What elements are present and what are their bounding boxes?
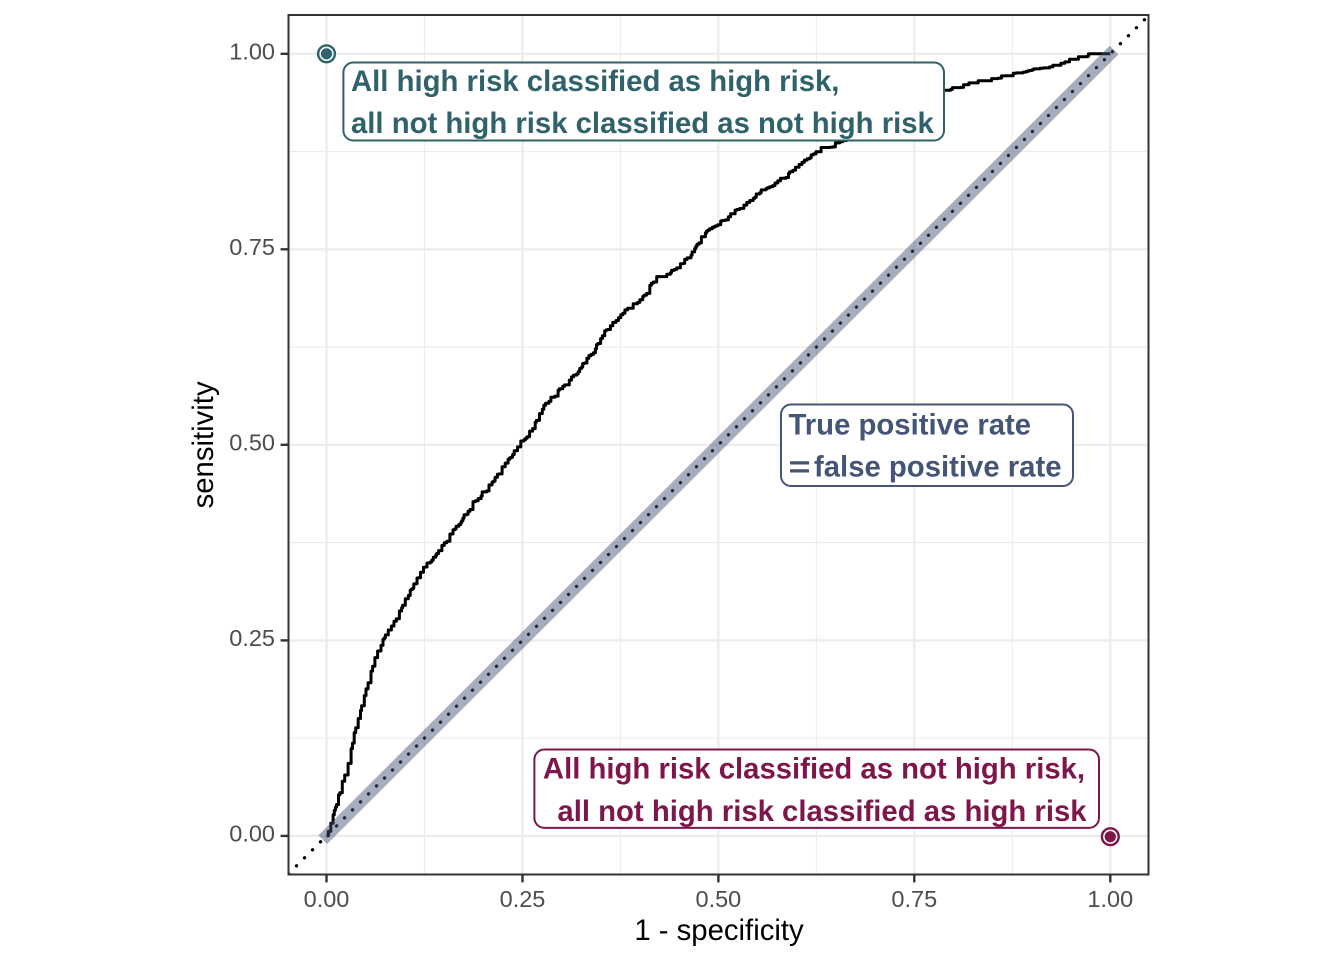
svg-text:1 - specificity: 1 - specificity xyxy=(634,914,804,947)
svg-text:0.25: 0.25 xyxy=(500,886,546,912)
svg-text:0.50: 0.50 xyxy=(229,430,275,456)
svg-text:1.00: 1.00 xyxy=(1087,886,1133,912)
svg-text:0.75: 0.75 xyxy=(229,234,275,260)
svg-text:True positive rate: True positive rate xyxy=(789,408,1032,441)
svg-text:all not high risk classified a: all not high risk classified as high ris… xyxy=(557,795,1087,828)
svg-text:all not high risk classified a: all not high risk classified as not high… xyxy=(351,107,935,140)
svg-text:false positive rate: false positive rate xyxy=(814,451,1062,484)
svg-text:0.00: 0.00 xyxy=(229,821,275,847)
svg-text:0.75: 0.75 xyxy=(891,886,937,912)
svg-text:All high risk classified as hi: All high risk classified as high risk, xyxy=(351,65,839,98)
svg-text:0.50: 0.50 xyxy=(696,886,742,912)
svg-text:=: = xyxy=(789,451,811,484)
svg-text:sensitivity: sensitivity xyxy=(187,381,220,508)
svg-text:0.00: 0.00 xyxy=(304,886,350,912)
svg-text:All high risk classified as no: All high risk classified as not high ris… xyxy=(543,752,1085,785)
svg-text:0.25: 0.25 xyxy=(229,625,275,651)
svg-text:1.00: 1.00 xyxy=(229,39,275,65)
